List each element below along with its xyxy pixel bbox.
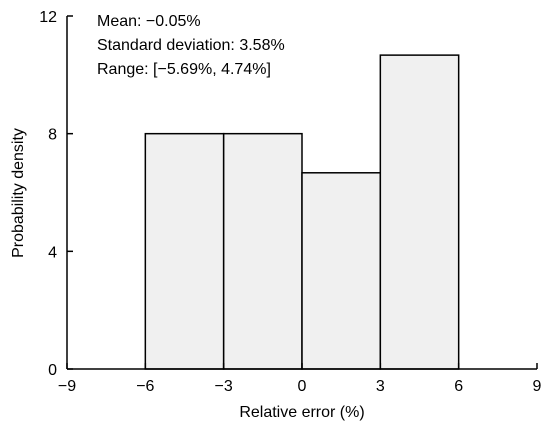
- x-tick-label: 6: [454, 378, 463, 395]
- x-tick-label: 0: [298, 378, 307, 395]
- y-tick-label: 0: [48, 362, 57, 379]
- x-axis-ticks: −9 −6 −3 0 3 6 9: [58, 363, 542, 395]
- histogram-bar: [144, 132, 225, 370]
- bars-layer: [144, 54, 460, 370]
- histogram-bar: [379, 54, 460, 370]
- x-tick-label: 3: [376, 378, 385, 395]
- x-tick-label: −9: [58, 378, 76, 395]
- mean-annotation: Mean: −0.05%: [97, 13, 201, 30]
- stats-annotation: Mean: −0.05% Standard deviation: 3.58% Ran…: [97, 13, 285, 78]
- histogram-bar: [301, 172, 382, 370]
- y-tick-label: 12: [39, 9, 57, 26]
- y-tick-label: 8: [48, 127, 57, 144]
- x-tick-label: −6: [136, 378, 154, 395]
- y-axis-ticks: 0 4 8 12: [39, 9, 73, 379]
- x-tick-label: −3: [215, 378, 233, 395]
- y-axis-title: Probability density: [10, 128, 27, 258]
- histogram-bar: [222, 132, 303, 370]
- y-tick-label: 4: [48, 244, 57, 261]
- range-annotation: Range: [−5.69%, 4.74%]: [97, 61, 271, 78]
- x-tick-label: 9: [533, 378, 542, 395]
- std-deviation-annotation: Standard deviation: 3.58%: [97, 37, 285, 54]
- x-axis-title: Relative error (%): [239, 404, 364, 421]
